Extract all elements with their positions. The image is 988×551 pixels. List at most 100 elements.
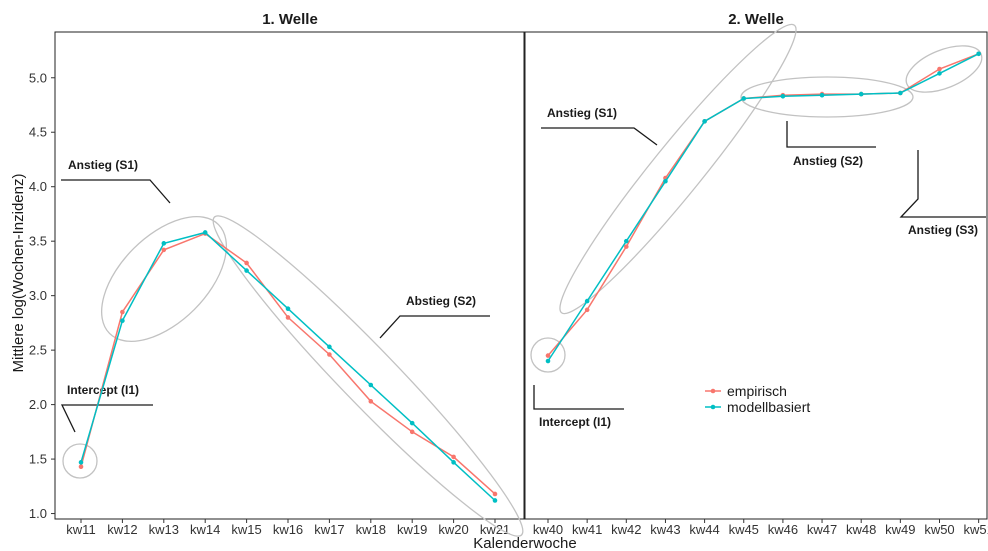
x-tick-label: kw45 bbox=[729, 522, 759, 537]
data-point-modellbasiert bbox=[937, 71, 942, 76]
x-tick-label: kw13 bbox=[149, 522, 179, 537]
data-point-empirisch bbox=[244, 260, 249, 266]
data-point-modellbasiert bbox=[624, 238, 629, 244]
data-point-empirisch bbox=[327, 352, 332, 357]
x-tick-label: kw43 bbox=[650, 522, 680, 537]
x-axis-ticks: kw11 kw12 kw13 kw14 kw15 kw16 kw17 kw18 kw19 kw20… bbox=[66, 519, 988, 537]
data-point-empirisch bbox=[285, 315, 291, 320]
leader-final-rise-wave-2 bbox=[899, 150, 986, 218]
y-tick-label: 4.5 bbox=[29, 125, 47, 140]
data-point-modellbasiert bbox=[858, 91, 864, 97]
y-tick-label: 5.0 bbox=[29, 70, 47, 85]
ellipse-descent-wave-1 bbox=[212, 215, 524, 537]
legend-label-modellbasiert: modellbasiert bbox=[727, 399, 810, 415]
data-point-empirisch bbox=[584, 307, 590, 313]
x-tick-label: kw40 bbox=[533, 522, 563, 537]
leader-plateau-wave-2 bbox=[786, 121, 876, 148]
y-axis-title: Mittlere log(Wochen-Inzidenz) bbox=[10, 174, 27, 373]
x-tick-label: kw12 bbox=[107, 522, 137, 537]
ellipse-intercept-wave-2 bbox=[530, 337, 566, 373]
data-point-modellbasiert bbox=[584, 298, 590, 304]
label-final-rise-wave-2: Anstieg (S3) bbox=[908, 223, 978, 237]
x-tick-label: kw42 bbox=[611, 522, 641, 537]
ellipse-rise-wave-2 bbox=[559, 23, 797, 315]
x-tick-label: kw17 bbox=[314, 522, 344, 537]
data-point-empirisch bbox=[120, 309, 125, 315]
label-descent-wave-1: Abstieg (S2) bbox=[406, 294, 476, 308]
data-point-modellbasiert bbox=[741, 96, 747, 101]
leader-intercept-wave-2 bbox=[533, 385, 624, 410]
data-point-empirisch bbox=[624, 244, 629, 249]
x-tick-label: kw11 bbox=[66, 522, 95, 537]
ellipse-rise-wave-1 bbox=[100, 215, 228, 343]
data-point-modellbasiert bbox=[819, 92, 825, 98]
data-point-modellbasiert bbox=[78, 460, 84, 465]
x-tick-label: kw14 bbox=[190, 522, 220, 537]
data-point-modellbasiert bbox=[451, 460, 456, 465]
series-layer bbox=[78, 51, 981, 503]
data-point-modellbasiert bbox=[780, 93, 786, 99]
y-tick-label: 3.5 bbox=[29, 234, 47, 249]
x-tick-label: kw51 bbox=[963, 522, 988, 537]
x-tick-label: kw47 bbox=[807, 522, 837, 537]
data-point-empirisch bbox=[451, 454, 456, 460]
y-axis-ticks: 1.0 1.5 2.0 2.5 3.0 3.5 4.0 4.5 5.0 bbox=[29, 70, 55, 521]
label-intercept-wave-1: Intercept (I1) bbox=[67, 383, 139, 397]
x-tick-label: kw21 bbox=[480, 522, 510, 537]
legend-dot-modellbasiert bbox=[710, 404, 716, 410]
data-point-modellbasiert bbox=[161, 241, 167, 246]
y-tick-label: 1.5 bbox=[29, 452, 47, 467]
x-tick-label: kw49 bbox=[885, 522, 915, 537]
data-point-modellbasiert bbox=[244, 268, 249, 273]
data-point-modellbasiert bbox=[663, 178, 668, 184]
x-tick-label: kw16 bbox=[273, 522, 303, 537]
data-point-empirisch bbox=[409, 429, 415, 435]
data-point-modellbasiert bbox=[202, 230, 208, 235]
legend-label-empirisch: empirisch bbox=[727, 383, 787, 399]
panel-title-wave-2: 2. Welle bbox=[728, 11, 784, 28]
data-point-modellbasiert bbox=[492, 498, 498, 503]
label-plateau-wave-2: Anstieg (S2) bbox=[793, 154, 863, 168]
data-point-empirisch bbox=[368, 399, 374, 404]
leader-rise-wave-2 bbox=[541, 127, 658, 146]
series-line-empirisch-wave-1 bbox=[80, 232, 496, 495]
data-point-empirisch bbox=[78, 464, 84, 470]
annotation-labels: Anstieg (S1) Abstieg (S2) Intercept (I1)… bbox=[67, 106, 978, 429]
x-tick-label: kw44 bbox=[689, 522, 719, 537]
data-point-empirisch bbox=[492, 491, 498, 497]
data-point-empirisch bbox=[937, 66, 942, 72]
data-point-modellbasiert bbox=[120, 318, 125, 324]
data-point-empirisch bbox=[161, 247, 167, 253]
x-tick-label: kw18 bbox=[356, 522, 386, 537]
data-point-modellbasiert bbox=[327, 344, 332, 350]
y-tick-label: 3.0 bbox=[29, 288, 47, 303]
data-point-modellbasiert bbox=[898, 90, 903, 96]
label-rise-wave-2: Anstieg (S1) bbox=[547, 106, 617, 120]
leader-descent-wave-1 bbox=[379, 315, 490, 339]
ellipse-final-rise-wave-2 bbox=[905, 45, 983, 93]
x-tick-label: kw41 bbox=[572, 522, 602, 537]
data-point-empirisch bbox=[545, 353, 551, 358]
leader-intercept-wave-1 bbox=[60, 404, 153, 433]
data-point-modellbasiert bbox=[702, 119, 707, 124]
data-point-modellbasiert bbox=[285, 306, 291, 312]
annotation-leaders bbox=[60, 121, 986, 433]
label-rise-wave-1: Anstieg (S1) bbox=[68, 158, 138, 172]
data-point-modellbasiert bbox=[976, 51, 981, 57]
legend: empirisch modellbasiert bbox=[705, 383, 810, 415]
ellipse-intercept-wave-1 bbox=[62, 443, 98, 479]
panel-title-wave-1: 1. Welle bbox=[262, 11, 318, 28]
panel-frame-wave-1 bbox=[54, 31, 525, 520]
x-tick-label: kw48 bbox=[846, 522, 876, 537]
y-tick-label: 2.5 bbox=[29, 343, 47, 358]
legend-dot-empirisch bbox=[710, 388, 716, 394]
series-line-empirisch-wave-2 bbox=[547, 53, 979, 357]
annotation-ellipses bbox=[62, 23, 983, 537]
x-tick-label: kw20 bbox=[438, 522, 468, 537]
y-tick-label: 1.0 bbox=[29, 506, 47, 521]
series-line-modellbasiert-wave-2 bbox=[547, 53, 979, 362]
y-tick-label: 4.0 bbox=[29, 179, 47, 194]
x-tick-label: kw50 bbox=[924, 522, 954, 537]
leader-rise-wave-1 bbox=[61, 179, 171, 204]
data-point-modellbasiert bbox=[409, 420, 415, 426]
